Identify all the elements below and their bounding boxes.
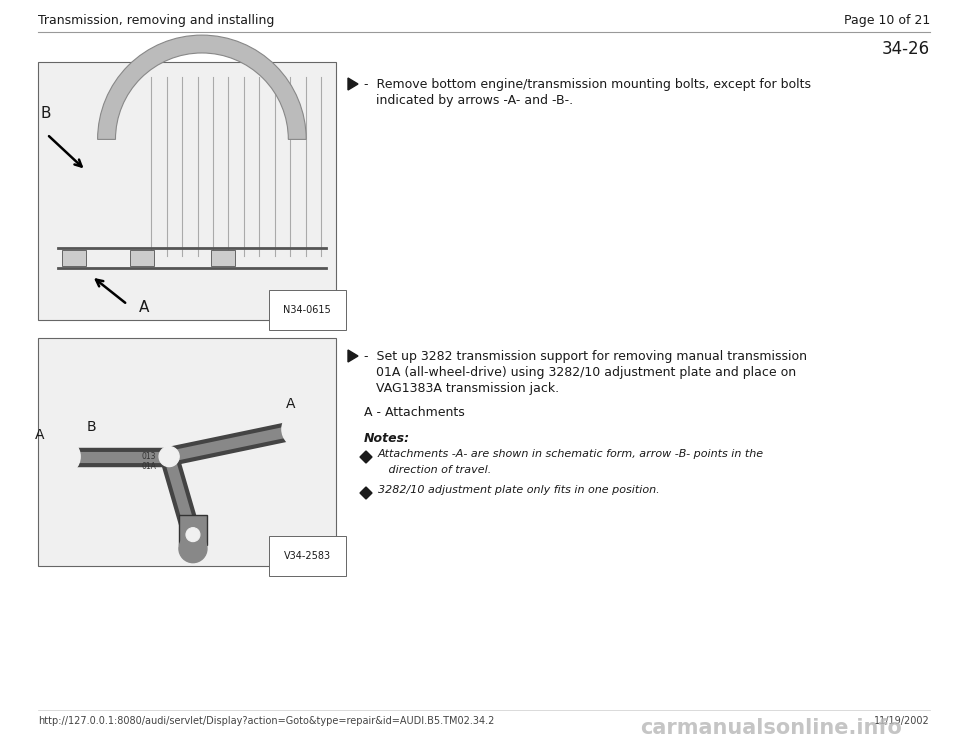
Text: Notes:: Notes: xyxy=(364,432,410,445)
Text: Attachments -A- are shown in schematic form, arrow -B- points in the: Attachments -A- are shown in schematic f… xyxy=(378,449,764,459)
Circle shape xyxy=(54,448,70,464)
Text: B: B xyxy=(87,419,97,433)
Bar xyxy=(131,250,155,266)
Bar xyxy=(38,338,336,566)
Text: VAG1383A transmission jack.: VAG1383A transmission jack. xyxy=(364,382,559,395)
Text: N34-0615: N34-0615 xyxy=(283,305,331,315)
Text: 11/19/2002: 11/19/2002 xyxy=(875,716,930,726)
Polygon shape xyxy=(348,78,358,90)
Text: 01A (all-wheel-drive) using 3282/10 adjustment plate and place on: 01A (all-wheel-drive) using 3282/10 adju… xyxy=(364,366,796,379)
Text: 34-26: 34-26 xyxy=(882,40,930,58)
Text: Transmission, removing and installing: Transmission, removing and installing xyxy=(38,14,275,27)
Text: carmanualsonline.info: carmanualsonline.info xyxy=(640,718,901,738)
Bar xyxy=(38,62,336,320)
Bar xyxy=(211,250,235,266)
Text: A: A xyxy=(285,397,295,411)
Text: V34-2583: V34-2583 xyxy=(284,551,331,561)
Text: indicated by arrows -A- and -B-.: indicated by arrows -A- and -B-. xyxy=(364,94,573,107)
Circle shape xyxy=(282,411,319,447)
Text: 013
01A: 013 01A xyxy=(141,452,156,471)
Polygon shape xyxy=(348,350,358,362)
Text: -  Set up 3282 transmission support for removing manual transmission: - Set up 3282 transmission support for r… xyxy=(364,350,807,363)
Bar xyxy=(61,250,85,266)
Circle shape xyxy=(159,447,180,467)
Text: http://127.0.0.1:8080/audi/servlet/Display?action=Goto&type=repair&id=AUDI.B5.TM: http://127.0.0.1:8080/audi/servlet/Displ… xyxy=(38,716,494,726)
Circle shape xyxy=(44,439,80,475)
Polygon shape xyxy=(360,487,372,499)
Circle shape xyxy=(179,535,207,562)
Polygon shape xyxy=(360,451,372,463)
Wedge shape xyxy=(98,35,306,139)
Text: A: A xyxy=(36,427,44,441)
Circle shape xyxy=(186,528,200,542)
Bar xyxy=(179,515,207,545)
Circle shape xyxy=(292,421,308,437)
Text: A - Attachments: A - Attachments xyxy=(364,406,465,419)
Text: direction of travel.: direction of travel. xyxy=(378,465,492,475)
Text: 3282/10 adjustment plate only fits in one position.: 3282/10 adjustment plate only fits in on… xyxy=(378,485,660,495)
Text: -  Remove bottom engine/transmission mounting bolts, except for bolts: - Remove bottom engine/transmission moun… xyxy=(364,78,811,91)
Text: Page 10 of 21: Page 10 of 21 xyxy=(844,14,930,27)
Text: A: A xyxy=(139,300,150,315)
Text: B: B xyxy=(41,106,52,121)
